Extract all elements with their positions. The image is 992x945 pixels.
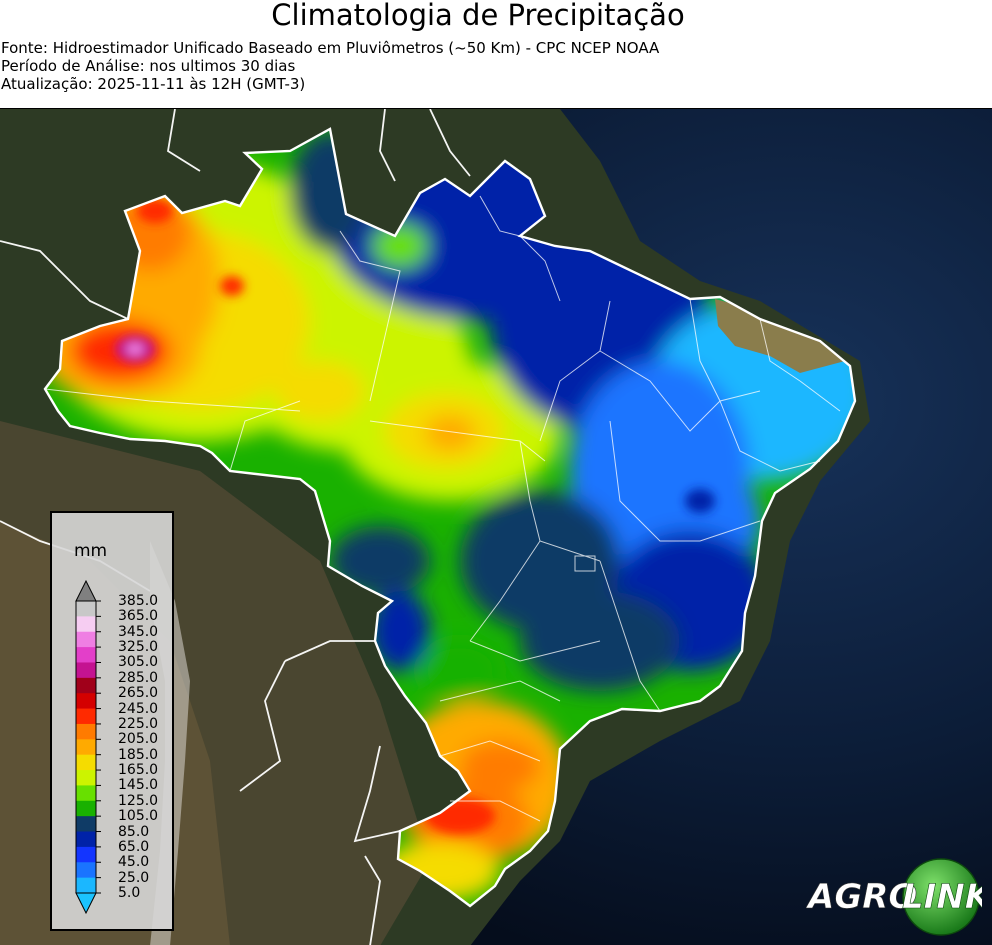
legend-tick-label: 205.0	[118, 731, 159, 748]
legend-band	[76, 739, 96, 756]
legend-band	[76, 647, 96, 663]
color-legend: mm 385.0 365.0 345.0 325.0 305.0 285.0 265.0 24…	[50, 511, 174, 931]
legend-band	[76, 846, 96, 863]
legend-tick-label: 265.0	[118, 685, 159, 702]
update-line: Atualização: 2025-11-11 às 12H (GMT-3)	[1, 75, 306, 93]
legend-band	[76, 616, 96, 633]
legend-outline	[75, 600, 97, 894]
legend-tick-label: 385.0	[118, 593, 159, 609]
source-line: Fonte: Hidroestimador Unificado Baseado …	[1, 39, 660, 57]
map-title: Climatologia de Precipitação	[271, 0, 685, 32]
legend-band	[76, 601, 96, 617]
precipitation-map: mm 385.0 365.0 345.0 325.0 305.0 285.0 265.0 24…	[0, 108, 992, 945]
legend-tick-label: 325.0	[118, 639, 159, 656]
legend-band	[76, 816, 96, 833]
legend-band	[76, 877, 96, 894]
legend-tick-label: 365.0	[118, 608, 159, 625]
legend-tick-label: 125.0	[118, 792, 159, 809]
legend-band	[76, 631, 96, 648]
legend-band	[76, 723, 96, 740]
legend-tick-label: 105.0	[118, 808, 159, 825]
legend-tick-label: 285.0	[118, 669, 159, 686]
legend-band	[76, 770, 96, 786]
legend-tick-label: 45.0	[118, 854, 150, 871]
legend-tick-label: 5.0	[118, 885, 141, 901]
header: Climatologia de Precipitação Fonte: Hidr…	[0, 0, 992, 108]
legend-band	[76, 800, 96, 817]
legend-over-arrow	[75, 579, 97, 602]
legend-tick-label: 305.0	[118, 654, 159, 671]
legend-band	[76, 708, 96, 725]
legend-band	[76, 662, 96, 679]
legend-band	[76, 785, 96, 802]
legend-tick-label: 85.0	[118, 823, 150, 840]
agrolink-logo-mark: AGRO LINK	[806, 858, 982, 936]
agrolink-logo: AGRO LINK	[806, 856, 982, 938]
legend-tick-label: 225.0	[118, 715, 159, 732]
legend-tick-label: 145.0	[118, 777, 159, 794]
legend-tick-label: 65.0	[118, 838, 150, 855]
legend-under-arrow	[75, 892, 97, 915]
legend-tick-label: 345.0	[118, 623, 159, 640]
legend-band	[76, 862, 96, 879]
legend-unit: mm	[74, 541, 108, 561]
legend-band	[76, 677, 96, 694]
logo-text-agro: AGRO	[806, 877, 917, 917]
legend-band	[76, 831, 96, 848]
period-line: Período de Análise: nos ultimos 30 dias	[1, 57, 296, 75]
legend-tick-label: 25.0	[118, 869, 150, 886]
legend-tick-label: 185.0	[118, 746, 159, 763]
legend-tick-label: 245.0	[118, 700, 159, 717]
legend-tick-label: 165.0	[118, 762, 159, 779]
legend-band	[76, 754, 96, 771]
legend-band	[76, 693, 96, 710]
legend-colorbar	[75, 579, 101, 915]
logo-text-link: LINK	[902, 877, 982, 917]
